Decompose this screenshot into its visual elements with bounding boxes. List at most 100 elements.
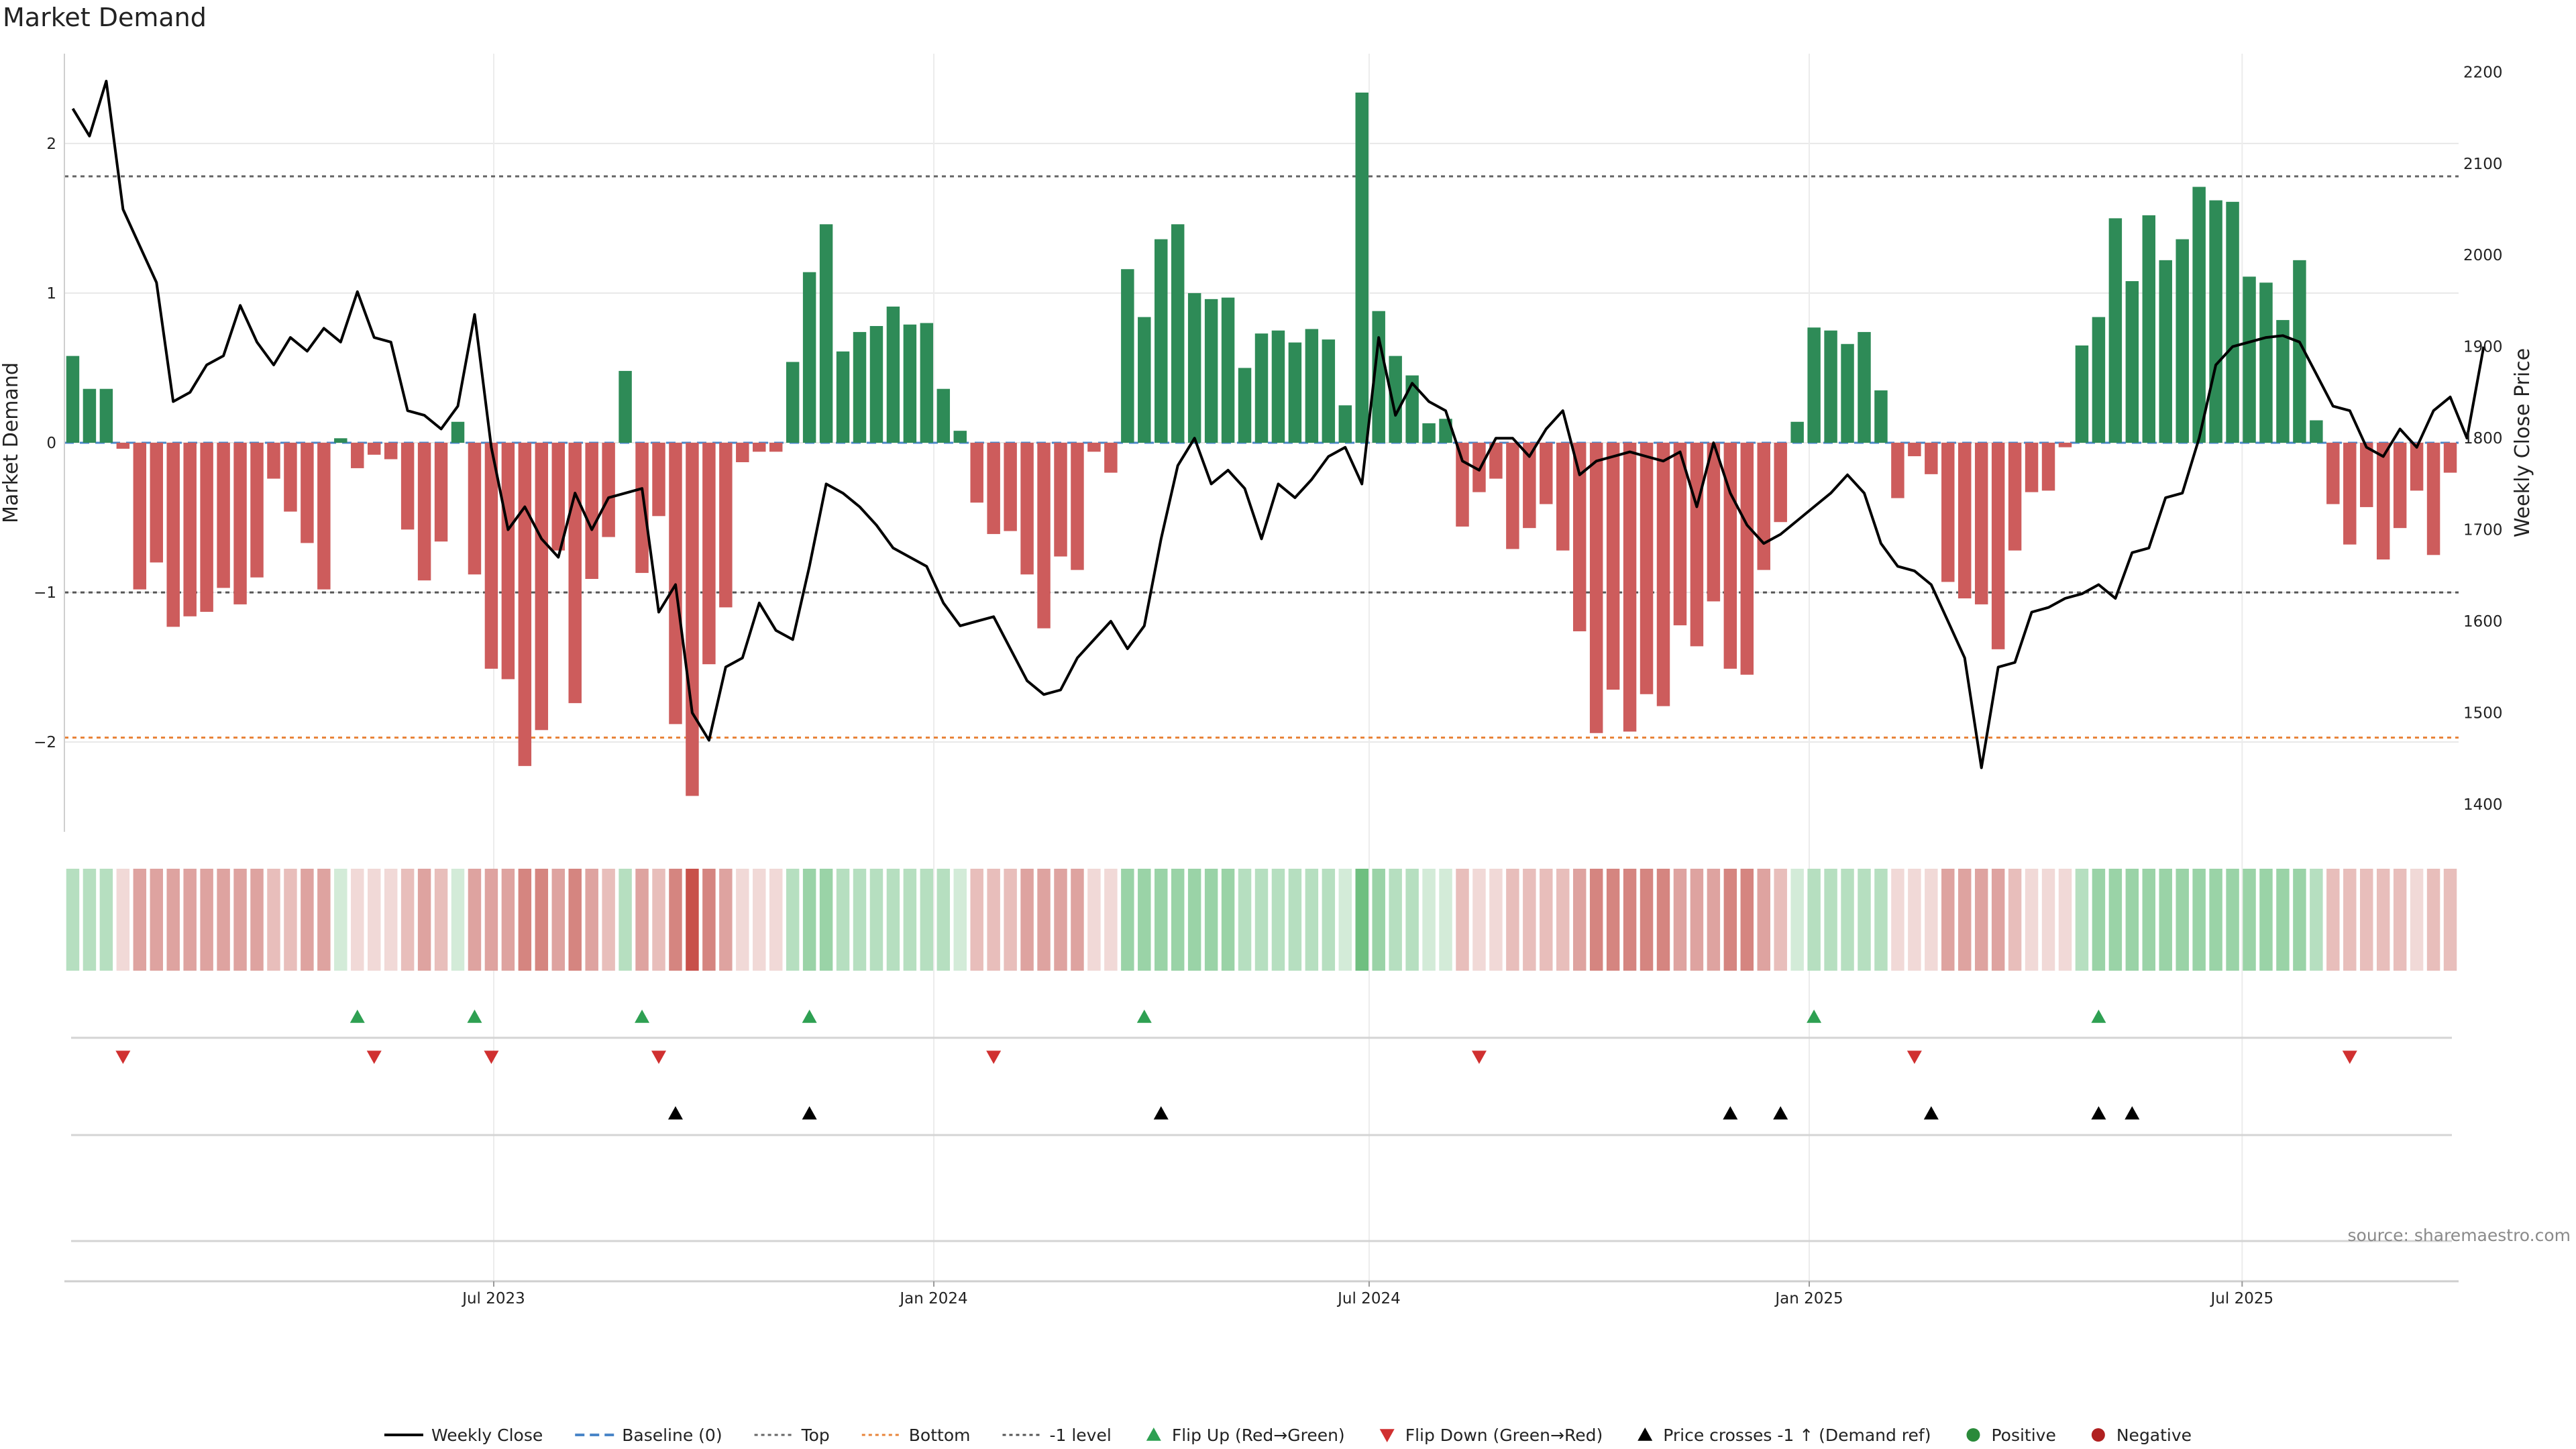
- price-cross-marker: [802, 1106, 817, 1120]
- heat-cell: [1405, 869, 1419, 971]
- demand-bar-negative: [1941, 443, 1955, 582]
- demand-bar-positive: [334, 438, 347, 443]
- demand-bar-positive: [619, 370, 632, 443]
- demand-bar-positive: [802, 272, 816, 443]
- demand-bar-negative: [2426, 443, 2440, 555]
- heat-cell: [1606, 869, 1620, 971]
- heat-cell: [903, 869, 917, 971]
- demand-bar-negative: [1572, 443, 1587, 632]
- heat-cell: [83, 869, 97, 971]
- heat-cell: [1925, 869, 1938, 971]
- heat-cell: [1288, 869, 1302, 971]
- heat-strip: [66, 869, 2457, 971]
- heat-cell: [2359, 869, 2373, 971]
- heat-cell: [367, 869, 381, 971]
- heat-cell: [1238, 869, 1252, 971]
- heat-cell: [886, 869, 900, 971]
- demand-bar-positive: [2075, 345, 2089, 443]
- demand-bar-positive: [1874, 390, 1888, 443]
- heat-cell: [987, 869, 1000, 971]
- heat-cell: [535, 869, 549, 971]
- legend-swatch: [1146, 1428, 1161, 1441]
- legend-swatch: [1638, 1428, 1653, 1441]
- heat-cell: [1187, 869, 1201, 971]
- heat-cell: [753, 869, 766, 971]
- demand-bar-negative: [769, 443, 783, 452]
- demand-bar-negative: [1556, 443, 1570, 551]
- heat-cell: [551, 869, 565, 971]
- heat-cell: [1071, 869, 1084, 971]
- demand-bar-negative: [1991, 443, 2005, 649]
- heat-cell: [2410, 869, 2424, 971]
- heat-cell: [284, 869, 297, 971]
- demand-bar-positive: [2259, 282, 2273, 443]
- demand-bar-negative: [736, 443, 749, 462]
- demand-bar-negative: [1757, 443, 1770, 570]
- heat-cell: [1087, 869, 1101, 971]
- demand-bar-positive: [836, 351, 850, 443]
- heat-cell: [686, 869, 699, 971]
- demand-bar-negative: [367, 443, 381, 455]
- heat-cell: [2159, 869, 2172, 971]
- grid: [64, 54, 2459, 1281]
- source-label: source: sharemaestro.com: [2348, 1226, 2571, 1245]
- heat-cell: [1707, 869, 1721, 971]
- price-cross-marker: [667, 1106, 683, 1120]
- heat-cell: [2426, 869, 2440, 971]
- flip-down-marker: [986, 1051, 1002, 1064]
- demand-bar-negative: [635, 443, 649, 574]
- demand-bar-negative: [133, 443, 147, 590]
- demand-bar-negative: [1623, 443, 1637, 732]
- heat-cell: [2326, 869, 2340, 971]
- demand-bar-negative: [1606, 443, 1620, 690]
- demand-bar-positive: [1790, 421, 1804, 443]
- demand-bar-negative: [2443, 443, 2457, 473]
- demand-bar-positive: [1807, 327, 1821, 443]
- heat-cell: [1389, 869, 1402, 971]
- demand-bar-negative: [568, 443, 582, 704]
- heat-cell: [920, 869, 934, 971]
- price-cross-marker: [2091, 1106, 2106, 1120]
- heat-cell: [1673, 869, 1687, 971]
- demand-bar-negative: [1523, 443, 1536, 529]
- demand-bar-negative: [1707, 443, 1721, 602]
- demand-bar-positive: [1422, 423, 1436, 443]
- heat-cell: [669, 869, 682, 971]
- demand-bar-negative: [753, 443, 766, 452]
- demand-bar-positive: [2209, 200, 2222, 443]
- right-tick-label: 2200: [2463, 64, 2503, 81]
- demand-bar-negative: [301, 443, 314, 543]
- axes: −2 −1 0 1 2 1400 1500 1600 1700 1800 1900 2000 2100 2…: [34, 54, 2503, 1283]
- flip-down-marker: [651, 1051, 667, 1064]
- heat-cell: [484, 869, 498, 971]
- heat-cell: [1004, 869, 1017, 971]
- heat-cell: [2142, 869, 2156, 971]
- demand-bar-positive: [1138, 317, 1151, 443]
- demand-bar-negative: [1640, 443, 1654, 694]
- heat-cell: [351, 869, 364, 971]
- heat-cell: [635, 869, 649, 971]
- demand-bar-negative: [2393, 443, 2407, 529]
- demand-bar-negative: [150, 443, 164, 563]
- flip-up-marker: [1136, 1010, 1152, 1023]
- demand-bar-positive: [2142, 215, 2156, 443]
- heat-cell: [2243, 869, 2256, 971]
- heat-cell: [2092, 869, 2106, 971]
- demand-bar-positive: [83, 388, 97, 443]
- heat-cell: [1690, 869, 1704, 971]
- heat-cell: [2041, 869, 2055, 971]
- heat-cell: [1305, 869, 1319, 971]
- heat-cell: [568, 869, 582, 971]
- demand-bar-negative: [2326, 443, 2340, 504]
- heat-cell: [1640, 869, 1654, 971]
- flip-up-marker: [2091, 1010, 2106, 1023]
- heat-cell: [1121, 869, 1134, 971]
- demand-bar-positive: [1824, 330, 1837, 443]
- demand-bar-positive: [1305, 329, 1319, 443]
- demand-bar-negative: [434, 443, 448, 542]
- demand-bar-negative: [551, 443, 565, 551]
- heat-cell: [2259, 869, 2273, 971]
- demand-bar-negative: [417, 443, 431, 581]
- demand-bar-negative: [317, 443, 331, 590]
- heat-cell: [1908, 869, 1921, 971]
